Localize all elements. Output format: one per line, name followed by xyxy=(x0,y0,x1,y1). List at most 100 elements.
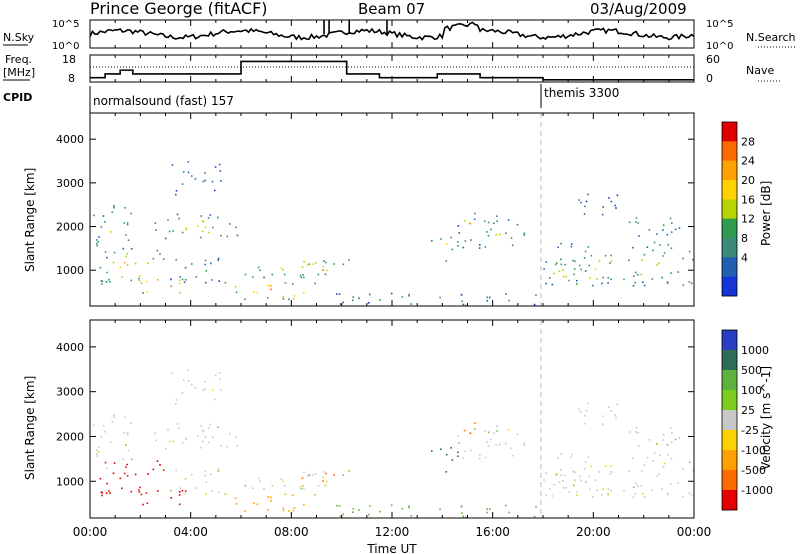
x-tick-label: 12:00 xyxy=(375,525,410,539)
velocity-colorbar-tick: -25 xyxy=(741,424,759,437)
y-tick-label: 4000 xyxy=(56,341,84,354)
noise-left-tick-top: 10^5 xyxy=(52,19,79,30)
power-panel: 1000 2000 3000 4000 Slant Range [km] 28 24 20… xyxy=(23,112,773,307)
velocity-colorbar-tick: 100 xyxy=(741,384,762,397)
velocity-colorbar-tick: 25 xyxy=(741,404,755,417)
velocity-echo-region xyxy=(93,414,133,470)
power-echo-cells xyxy=(457,225,460,227)
x-tick-label: 08:00 xyxy=(274,525,309,539)
power-plot-area xyxy=(90,113,694,306)
velocity-colorbar: 1000 500 100 25 -25 -100 -500 -1000 xyxy=(721,329,773,511)
velocity-echo-region xyxy=(463,422,476,434)
power-echo-region xyxy=(171,161,222,196)
power-echo-region xyxy=(578,193,619,216)
power-colorbar-swatch xyxy=(722,218,737,239)
nave-right-label: Nave xyxy=(746,64,774,77)
power-colorbar-tick: 28 xyxy=(741,135,755,148)
power-y-label: Slant Range [km] xyxy=(23,168,37,272)
power-echo-cells xyxy=(445,243,448,246)
power-echo-cells xyxy=(244,260,325,279)
velocity-echo-cells xyxy=(282,476,328,483)
power-colorbar-tick: 8 xyxy=(741,232,748,245)
velocity-panel: 1000 2000 3000 4000 Slant Range [km] 1000 50… xyxy=(23,319,773,519)
power-echo-region xyxy=(99,249,165,285)
noise-right-tick-bottom: 10^0 xyxy=(706,41,733,52)
power-echo-cells xyxy=(270,288,272,291)
x-axis-label: Time UT xyxy=(366,542,417,554)
velocity-echo-region xyxy=(549,473,611,496)
noise-spikes xyxy=(323,20,388,34)
power-echo-cells xyxy=(474,212,476,215)
power-colorbar-swatch xyxy=(722,122,737,142)
header-beam: Beam 07 xyxy=(358,0,425,18)
velocity-echo-cells xyxy=(99,460,165,497)
power-colorbar-swatch xyxy=(722,141,737,161)
power-echo-cells xyxy=(469,222,472,225)
velocity-colorbar-tick: -500 xyxy=(741,464,766,477)
power-echo-cells xyxy=(322,269,324,271)
velocity-echo-cells xyxy=(549,473,611,496)
power-echo-cells xyxy=(578,199,586,208)
velocity-echo-region xyxy=(301,472,335,487)
freq-left-label-2: [MHz] xyxy=(3,66,35,79)
velocity-colorbar-tick: -100 xyxy=(741,444,766,457)
y-tick-label: 3000 xyxy=(56,386,84,399)
power-echo-cells xyxy=(263,276,265,279)
velocity-echo-cells xyxy=(211,389,214,392)
header-date: 03/Aug/2009 xyxy=(590,0,687,18)
velocity-y-ticks: 1000 2000 3000 4000 xyxy=(56,341,694,488)
power-echo-cells xyxy=(109,231,112,233)
velocity-echo-cells xyxy=(463,422,476,434)
freq-left-tick-top: 18 xyxy=(62,53,76,66)
power-colorbar-tick: 12 xyxy=(741,213,755,226)
header-title: Prince George (fitACF) xyxy=(90,0,268,18)
power-echo-region xyxy=(130,277,187,294)
velocity-echo-cells xyxy=(555,473,558,475)
freq-right-tick-top: 60 xyxy=(706,53,720,66)
power-echo-cells xyxy=(170,285,172,288)
power-echo-region xyxy=(93,205,133,259)
velocity-colorbar-tick: -1000 xyxy=(741,484,773,497)
velocity-echo-region xyxy=(244,470,350,490)
freq-steps xyxy=(90,60,694,81)
power-colorbar-tick: 16 xyxy=(741,193,755,206)
power-echo-region xyxy=(301,261,335,276)
power-colorbar-label: Power [dB] xyxy=(759,181,773,246)
velocity-echo-cells xyxy=(576,494,578,496)
velocity-echo-cells xyxy=(224,493,316,512)
power-echo-cells xyxy=(270,285,272,287)
velocity-colorbar-frame xyxy=(721,329,738,511)
velocity-echo-region xyxy=(457,425,526,460)
power-echo-cells xyxy=(157,279,159,281)
noise-right-tick-top: 10^5 xyxy=(706,19,733,30)
x-tick-label: 20:00 xyxy=(576,525,611,539)
power-colorbar-tick: 4 xyxy=(741,251,748,264)
power-echo-cells xyxy=(553,268,598,280)
power-colorbar-tick: 24 xyxy=(741,155,755,168)
freq-panel: Freq. [MHz] 18 8 60 0 Nave xyxy=(3,53,782,85)
power-echo-cells xyxy=(594,268,597,271)
velocity-echo-region xyxy=(171,369,222,405)
power-echo-cells xyxy=(486,222,507,237)
velocity-colorbar-swatch xyxy=(722,330,737,351)
power-colorbar-frame xyxy=(721,121,738,297)
y-tick-label: 1000 xyxy=(56,475,84,488)
velocity-echoes xyxy=(93,369,694,519)
power-echo-region xyxy=(549,262,611,285)
velocity-colorbar-swatch xyxy=(722,490,737,511)
velocity-echo-cells xyxy=(507,429,510,431)
power-echo-region xyxy=(431,236,459,262)
power-colorbar-tick: 20 xyxy=(741,174,755,187)
power-colorbar-swatch xyxy=(722,276,737,297)
noise-left-label: N.Sky xyxy=(3,31,35,44)
power-echo-cells xyxy=(282,260,328,272)
power-colorbar-swatch xyxy=(722,257,737,277)
y-tick-label: 4000 xyxy=(56,133,84,146)
velocity-colorbar-tick: 500 xyxy=(741,364,762,377)
velocity-echo-region xyxy=(224,493,316,512)
velocity-echo-cells xyxy=(172,440,174,442)
velocity-colorbar-swatch xyxy=(722,370,737,391)
power-echo-cells xyxy=(123,261,137,266)
power-colorbar-swatch xyxy=(722,160,737,181)
power-echo-region xyxy=(463,212,476,225)
